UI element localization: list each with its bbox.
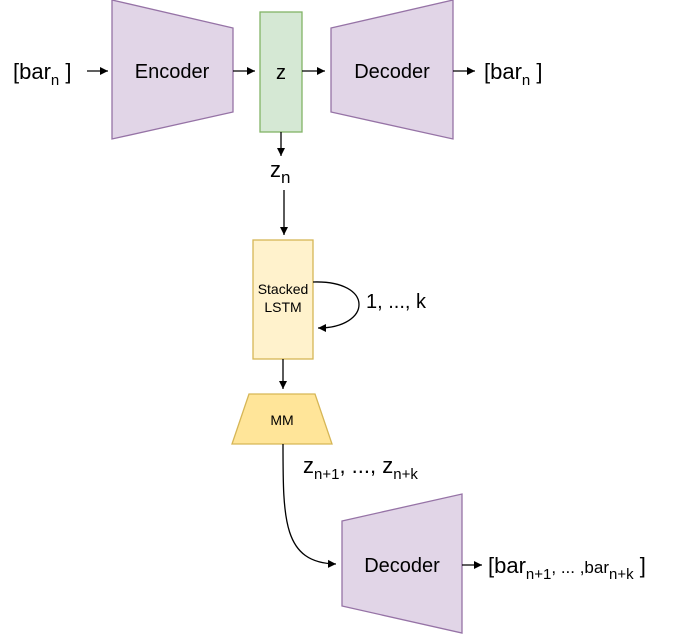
lstm-loop-arrow — [312, 281, 360, 332]
decoder-bottom-label: Decoder — [364, 555, 440, 577]
encoder-node: Encoder — [111, 0, 234, 140]
decoder-top-label: Decoder — [354, 61, 430, 83]
zn-label: zn — [270, 157, 290, 187]
lstm-label-line2: LSTM — [264, 299, 301, 315]
arrow-mm-decoder — [282, 443, 337, 568]
encoder-label: Encoder — [135, 61, 210, 83]
output-bottom-label: [barn+1, ... ,barn+k ] — [488, 553, 646, 583]
loop-label: 1, ..., k — [366, 291, 427, 313]
mm-label: MM — [270, 412, 293, 428]
stacked-lstm-node: Stacked LSTM — [252, 239, 314, 360]
decoder-top-node: Decoder — [330, 0, 454, 140]
latent-z-label: z — [276, 62, 286, 84]
mm-node: MM — [231, 393, 333, 445]
output-top-label: [barn ] — [484, 59, 543, 89]
decoder-bottom-node: Decoder — [341, 493, 463, 634]
input-label: [barn ] — [13, 59, 72, 89]
lstm-label-line1: Stacked — [258, 281, 309, 297]
predicted-z-label: zn+1, ..., zn+k — [303, 453, 418, 483]
latent-z-node: z — [259, 11, 303, 133]
